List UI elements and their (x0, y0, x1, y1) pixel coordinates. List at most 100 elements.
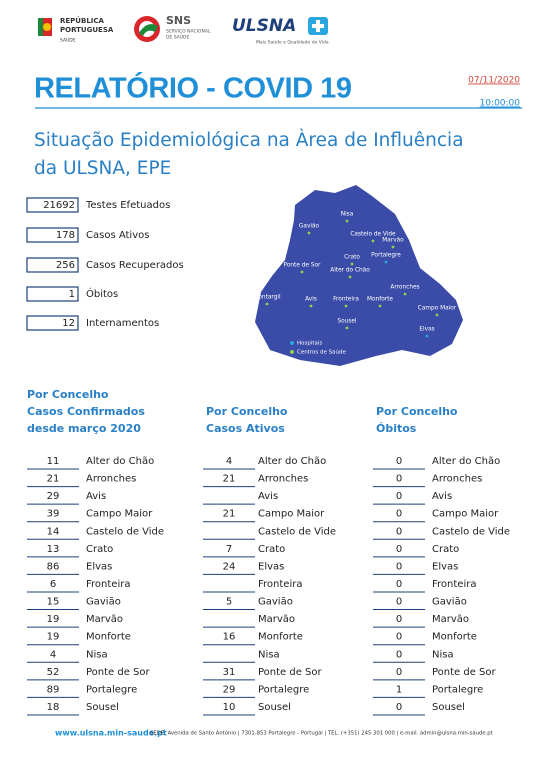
legend-dot (290, 350, 294, 354)
logo-text: SNS (166, 14, 191, 27)
map-dot (384, 260, 388, 264)
table-heading: Por Concelho (206, 405, 288, 418)
table-value: 39 (47, 509, 60, 520)
map-dot (345, 219, 349, 223)
time: 10:00:00 (480, 99, 521, 109)
summary-label: Internamentos (86, 318, 159, 329)
map-label: Crato (344, 255, 360, 261)
table-value: 0 (396, 649, 402, 660)
footer-address: SEDE: Avenida de Santo António | 7301-85… (150, 730, 493, 737)
table-name: Avis (258, 491, 278, 502)
logo-sns-mark (134, 16, 160, 42)
subtitle: da ULSNA, EPE (34, 158, 171, 179)
table-name: Monforte (258, 632, 303, 643)
map-dot (265, 302, 269, 306)
table-value: 18 (47, 702, 60, 713)
table-name: Campo Maior (86, 509, 153, 520)
table-value: 29 (223, 684, 236, 695)
table-name: Campo Maior (258, 509, 325, 520)
map-dot (371, 239, 375, 243)
subtitle: Situação Epidemiológica na Àrea de Influ… (34, 129, 464, 151)
table-value: 0 (396, 597, 402, 608)
table-heading: Casos Confirmados (27, 405, 145, 418)
summary-value: 21692 (43, 200, 75, 211)
table-name: Monforte (86, 632, 131, 643)
map-label: Marvão (382, 238, 404, 244)
table-name: Alter do Chão (258, 456, 326, 467)
table-value: 0 (396, 702, 402, 713)
summary-box (26, 315, 79, 331)
table-value: 4 (50, 649, 56, 660)
table-name: Portalegre (258, 684, 309, 695)
table-name: Fronteira (258, 579, 302, 590)
summary-label: Casos Ativos (86, 230, 149, 241)
map-dot (300, 270, 304, 274)
map-dot (391, 245, 395, 249)
table-name: Monforte (432, 632, 477, 643)
logo-text: ULSNA (232, 16, 296, 36)
table-name: Arronches (258, 474, 308, 485)
table-value: 21 (223, 474, 236, 485)
table-name: Fronteira (432, 579, 476, 590)
table-name: Sousel (86, 702, 119, 713)
map-dot (378, 304, 382, 308)
map-label: Ponte de Sor (284, 263, 322, 269)
table-value: 0 (396, 456, 402, 467)
map-legend: Centros de Saúde (297, 349, 346, 356)
map-label: Sousel (337, 319, 356, 325)
table-name: Alter do Chão (86, 456, 154, 467)
logo-text: DE SAÚDE (166, 34, 190, 41)
table-heading: Casos Ativos (206, 422, 285, 435)
map-label: Alter do Chão (330, 268, 370, 274)
table-value: 6 (50, 579, 56, 590)
table-value: 0 (396, 474, 402, 485)
title: RELATÓRIO - COVID 19 (34, 71, 352, 105)
summary-value: 1 (69, 289, 75, 300)
map-dot (344, 304, 348, 308)
map-label: Montargil (253, 295, 281, 301)
logo-text: Mais Saúde e Qualidade de Vida (256, 39, 329, 46)
table-name: Avis (86, 491, 106, 502)
summary-value: 256 (56, 260, 75, 271)
table-name: Avis (432, 491, 452, 502)
table-value: 0 (396, 614, 402, 625)
table-value: 0 (396, 509, 402, 520)
table-value: 86 (47, 561, 60, 572)
table-name: Portalegre (86, 684, 137, 695)
table-name: Nisa (258, 649, 280, 660)
map-label: Avis (305, 297, 317, 303)
logo-text: SAÚDE (60, 37, 76, 44)
table-value: 21 (223, 509, 236, 520)
table-name: Crato (432, 544, 459, 555)
map-dot (350, 262, 354, 266)
map-label: Fronteira (333, 297, 359, 303)
logo-rp-mark (38, 18, 52, 36)
table-name: Crato (86, 544, 113, 555)
table-name: Ponte de Sor (86, 667, 151, 678)
table-value: 52 (47, 667, 60, 678)
table-heading: Por Concelho (376, 405, 458, 418)
table-name: Marvão (258, 614, 295, 625)
table-name: Arronches (432, 474, 482, 485)
table-value: 16 (223, 632, 236, 643)
table-value: 0 (396, 632, 402, 643)
table-value: 0 (396, 561, 402, 572)
map-label: Monforte (367, 297, 393, 303)
table-value: 24 (223, 561, 236, 572)
summary-value: 178 (56, 230, 75, 241)
map-label: Elvas (419, 327, 434, 333)
logo-ulsna-mark (308, 17, 328, 35)
summary-box (26, 257, 79, 273)
map-dot (435, 313, 439, 317)
summary-box (26, 197, 79, 213)
table-name: Fronteira (86, 579, 130, 590)
map-dot (425, 334, 429, 338)
footer-site: www.ulsna.min-saude.pt (55, 729, 167, 738)
table-value: 5 (226, 597, 232, 608)
map-dot (348, 275, 352, 279)
summary-label: Óbitos (86, 287, 118, 300)
table-name: Elvas (258, 561, 284, 572)
logo-text: REPÚBLICA (60, 16, 105, 25)
